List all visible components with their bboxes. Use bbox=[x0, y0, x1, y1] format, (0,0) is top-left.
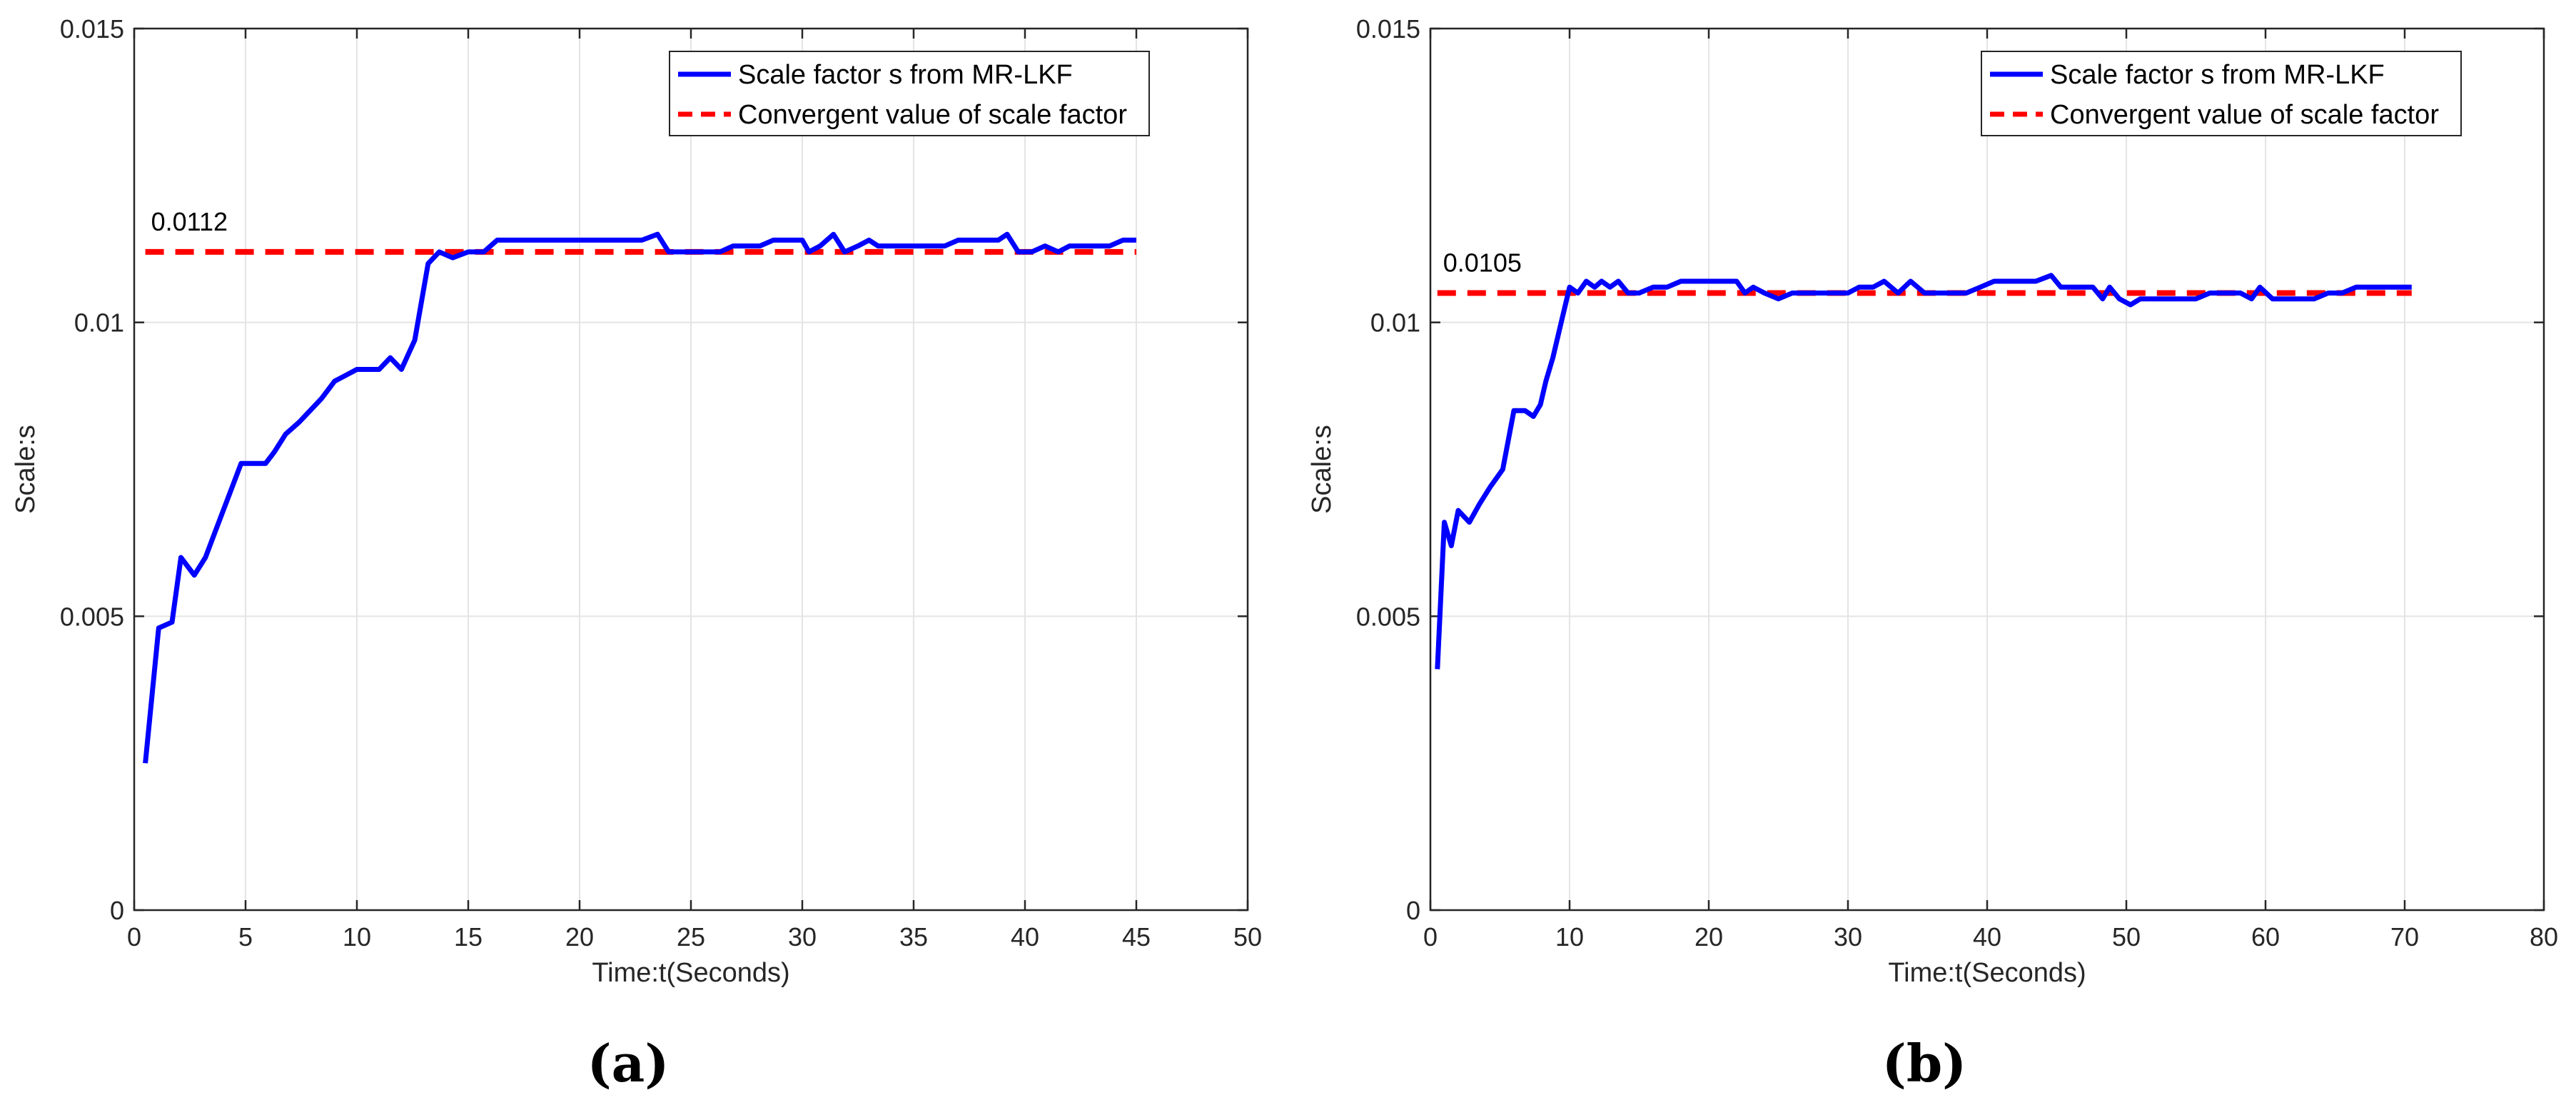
y-tick-label: 0.005 bbox=[1356, 602, 1420, 631]
legend-label: Convergent value of scale factor bbox=[738, 100, 1127, 130]
x-tick-label: 30 bbox=[788, 922, 817, 952]
y-tick-label: 0.015 bbox=[1356, 14, 1420, 44]
x-tick-label: 0 bbox=[1423, 922, 1438, 952]
legend-box bbox=[1981, 51, 2462, 136]
panel-caption: (b) bbox=[1882, 1033, 1966, 1094]
x-tick-label: 30 bbox=[1834, 922, 1862, 952]
y-tick-label: 0 bbox=[110, 896, 124, 925]
x-tick-label: 10 bbox=[343, 922, 371, 952]
convergent-value-annotation: 0.0112 bbox=[151, 207, 228, 236]
x-tick-label: 40 bbox=[1011, 922, 1039, 952]
y-axis-label: Scale:s bbox=[11, 425, 41, 514]
x-tick-label: 70 bbox=[2390, 922, 2419, 952]
x-tick-label: 20 bbox=[1694, 922, 1723, 952]
legend-label: Convergent value of scale factor bbox=[2050, 100, 2439, 130]
y-tick-label: 0.01 bbox=[74, 308, 124, 338]
legend-box bbox=[669, 51, 1150, 136]
x-tick-label: 15 bbox=[454, 922, 483, 952]
x-tick-label: 10 bbox=[1555, 922, 1584, 952]
x-axis-label: Time:t(Seconds) bbox=[592, 958, 789, 988]
x-tick-label: 45 bbox=[1122, 922, 1151, 952]
legend-label: Scale factor s from MR-LKF bbox=[738, 60, 1073, 90]
series-line-scale-factor bbox=[143, 231, 1136, 764]
x-tick-label: 25 bbox=[677, 922, 705, 952]
y-tick-label: 0.01 bbox=[1370, 308, 1420, 338]
y-tick-label: 0.005 bbox=[60, 602, 124, 631]
x-tick-label: 5 bbox=[238, 922, 253, 952]
panel-caption: (a) bbox=[587, 1033, 670, 1094]
series-line-scale-factor bbox=[1435, 273, 2412, 670]
x-tick-label: 20 bbox=[565, 922, 594, 952]
legend-label: Scale factor s from MR-LKF bbox=[2050, 60, 2385, 90]
x-tick-label: 60 bbox=[2251, 922, 2280, 952]
x-tick-label: 35 bbox=[899, 922, 928, 952]
y-axis-label: Scale:s bbox=[1307, 425, 1337, 514]
x-tick-label: 80 bbox=[2530, 922, 2558, 952]
x-tick-label: 0 bbox=[127, 922, 141, 952]
x-tick-label: 40 bbox=[1973, 922, 2001, 952]
x-tick-label: 50 bbox=[2112, 922, 2141, 952]
convergent-value-annotation: 0.0105 bbox=[1443, 248, 1522, 278]
y-tick-label: 0.015 bbox=[60, 14, 124, 44]
y-tick-label: 0 bbox=[1406, 896, 1420, 925]
panel-b: 0 10 20 30 40 50 60 70 80 0 0.005 0.01 0.015 Time:t(S… bbox=[1307, 14, 2558, 1094]
x-axis-label: Time:t(Seconds) bbox=[1888, 958, 2086, 988]
panel-a: 0 5 10 15 20 25 30 35 40 45 50 0 0.005 0.01 0.015 Time:… bbox=[11, 14, 1262, 1094]
x-tick-label: 50 bbox=[1233, 922, 1262, 952]
